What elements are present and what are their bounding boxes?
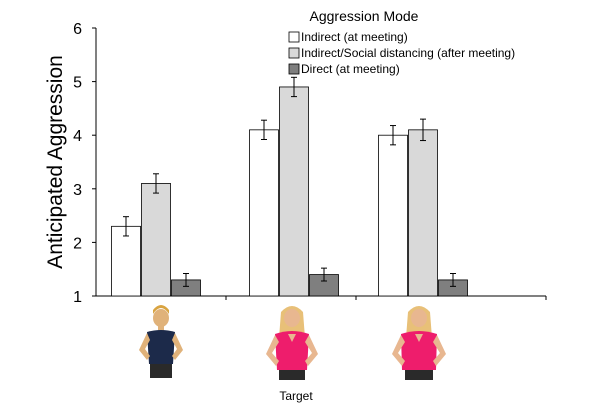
bar [378, 134, 408, 297]
legend-swatch [288, 31, 300, 43]
legend-label: Indirect/Social distancing (after meetin… [301, 46, 515, 60]
y-axis-label: Anticipated Aggression [44, 55, 67, 269]
y-ticks: 1 2 3 4 5 6 [73, 21, 96, 306]
legend-label: Indirect (at meeting) [301, 30, 408, 44]
x-axis-label: Target [279, 389, 313, 403]
bar [141, 183, 171, 297]
target-images [139, 305, 446, 380]
bar [111, 225, 141, 297]
y-tick-label: 3 [73, 182, 82, 199]
woman-navy-top-icon [139, 305, 183, 378]
bars [111, 86, 468, 297]
woman-pink-top-icon [266, 306, 318, 380]
legend-item: Indirect/Social distancing (after meetin… [288, 46, 515, 60]
y-tick-label: 1 [73, 289, 82, 306]
legend: Aggression Mode Indirect (at meeting) In… [288, 8, 515, 76]
legend-swatch [288, 47, 300, 59]
bar [408, 129, 438, 297]
y-tick-label: 6 [73, 21, 82, 38]
error-bars [123, 76, 456, 287]
legend-item: Direct (at meeting) [288, 62, 400, 76]
bar [279, 86, 309, 297]
woman-pink-top-icon [392, 306, 446, 380]
legend-item: Indirect (at meeting) [288, 30, 408, 44]
bar [249, 129, 279, 297]
y-tick-label: 4 [73, 128, 82, 145]
legend-swatch [288, 63, 300, 75]
legend-title: Aggression Mode [310, 8, 419, 24]
y-tick-label: 5 [73, 75, 82, 92]
y-tick-label: 2 [73, 235, 82, 252]
legend-label: Direct (at meeting) [301, 62, 400, 76]
